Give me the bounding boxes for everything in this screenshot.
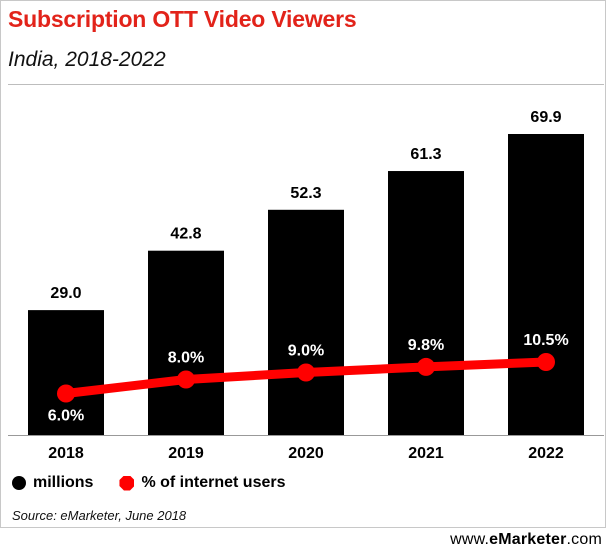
bar-2018 — [28, 310, 104, 435]
brand-suffix: .com — [566, 531, 602, 548]
x-tick-label-2020: 2020 — [288, 445, 324, 462]
x-tick-label-2021: 2021 — [408, 445, 444, 462]
bar-2021 — [388, 171, 464, 435]
x-tick-label-2022: 2022 — [528, 445, 564, 462]
header-divider — [8, 84, 604, 85]
bar-2020 — [268, 209, 344, 435]
x-tick-label-2018: 2018 — [48, 445, 84, 462]
chart-subtitle: India, 2018-2022 — [8, 48, 166, 71]
brand-logo: www.eMarketer.com — [450, 531, 602, 549]
line-point-2019 — [177, 370, 195, 389]
line-value-label-2020: 9.0% — [288, 343, 324, 360]
legend-item-bars: millions — [12, 474, 93, 492]
chart-legend: millions % of internet users — [12, 474, 311, 492]
bar-value-label-2022: 69.9 — [530, 109, 561, 126]
line-value-label-2022: 10.5% — [523, 332, 568, 349]
chart-title: Subscription OTT Video Viewers — [8, 6, 357, 32]
legend-swatch-line — [119, 475, 135, 491]
bar-value-label-2020: 52.3 — [290, 185, 321, 202]
chart-plot: 29.0 42.8 52.3 61.3 69.9 2018 2019 2020 2021 2022… — [8, 109, 604, 462]
line-point-2018 — [57, 384, 75, 403]
legend-item-line: % of internet users — [119, 474, 285, 492]
line-value-label-2018: 6.0% — [48, 408, 84, 425]
legend-label-line: % of internet users — [141, 474, 286, 491]
line-point-2021 — [417, 357, 435, 376]
brand-prefix: www. — [450, 531, 490, 548]
bar-2022 — [508, 134, 584, 435]
line-value-label-2021: 9.8% — [408, 337, 444, 354]
x-tick-label-2019: 2019 — [168, 445, 204, 462]
legend-swatch-bars — [12, 476, 26, 490]
source-note: Source: eMarketer, June 2018 — [12, 508, 187, 523]
brand-name: eMarketer — [489, 531, 567, 548]
line-value-label-2019: 8.0% — [168, 350, 204, 367]
legend-label-bars: millions — [33, 474, 94, 491]
bar-value-label-2019: 42.8 — [170, 226, 201, 243]
bar-2019 — [148, 250, 224, 435]
bar-value-label-2018: 29.0 — [50, 285, 81, 302]
chart-frame — [0, 0, 606, 528]
line-point-2020 — [297, 363, 315, 382]
bar-value-label-2021: 61.3 — [410, 146, 441, 163]
line-point-2022 — [537, 353, 555, 371]
